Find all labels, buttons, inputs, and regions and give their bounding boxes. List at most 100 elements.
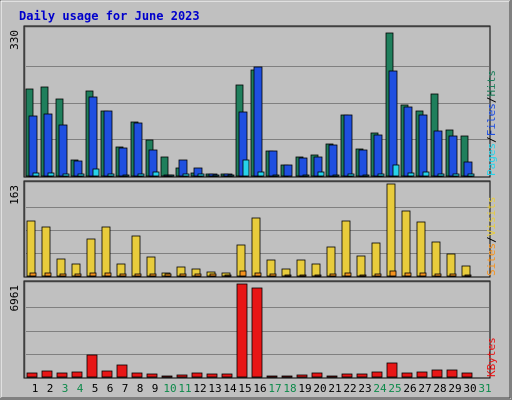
bar-pages-day-16 <box>257 171 265 177</box>
x-tick-label-day-31: 31 <box>478 382 491 395</box>
chart-title: Daily usage for June 2023 <box>19 9 200 23</box>
bar-visits-day-3 <box>56 258 66 277</box>
bar-sites-day-4 <box>74 273 82 277</box>
panel-kbytes: 6961 KBytes <box>8 280 498 379</box>
bar-sites-day-28 <box>434 273 442 277</box>
bar-kbytes-day-1 <box>26 372 38 378</box>
max-label-kbytes: 6961 <box>8 285 21 312</box>
bar-files-day-17 <box>268 150 278 177</box>
bar-sites-day-3 <box>59 273 67 277</box>
bar-kbytes-day-3 <box>56 372 68 378</box>
bar-kbytes-day-6 <box>101 370 113 378</box>
bar-kbytes-day-16 <box>251 287 263 378</box>
bar-sites-day-13 <box>209 273 217 277</box>
bar-sites-day-16 <box>254 272 262 277</box>
bar-files-day-8 <box>133 122 143 177</box>
bar-kbytes-day-30 <box>461 372 473 378</box>
bar-files-day-27 <box>418 114 428 177</box>
bar-pages-day-21 <box>332 174 340 177</box>
bar-files-day-24 <box>373 134 383 177</box>
bar-pages-day-17 <box>272 174 280 177</box>
legend-entry: KBytes <box>485 337 498 377</box>
legend-entry: Sites <box>485 243 498 276</box>
x-tick-label-day-3: 3 <box>62 382 69 395</box>
x-tick-label-day-6: 6 <box>107 382 114 395</box>
bar-sites-day-23 <box>359 274 367 277</box>
bar-pages-day-29 <box>452 173 460 177</box>
bar-pages-day-2 <box>47 172 55 177</box>
legend-entry: / <box>485 97 498 104</box>
bar-visits-day-9 <box>146 256 156 277</box>
x-tick-label-day-28: 28 <box>433 382 446 395</box>
x-tick-label-day-12: 12 <box>193 382 206 395</box>
x-tick-label-day-7: 7 <box>122 382 129 395</box>
legend-kbytes: KBytes <box>485 337 498 377</box>
x-tick-label-day-20: 20 <box>313 382 326 395</box>
bar-sites-day-5 <box>89 272 97 277</box>
bar-pages-day-19 <box>302 174 310 177</box>
x-tick-label-day-24: 24 <box>373 382 387 395</box>
bar-kbytes-day-24 <box>371 371 383 378</box>
bar-kbytes-day-27 <box>416 371 428 378</box>
bar-files-day-3 <box>58 124 68 177</box>
bar-kbytes-day-11 <box>176 374 188 378</box>
bar-sites-day-25 <box>389 270 397 277</box>
bar-files-day-28 <box>433 130 443 177</box>
bar-kbytes-day-7 <box>116 364 128 378</box>
x-tick-label-day-2: 2 <box>47 382 54 395</box>
bar-pages-day-1 <box>32 172 40 177</box>
x-tick-label-day-27: 27 <box>418 382 431 395</box>
x-tick-label-day-19: 19 <box>298 382 311 395</box>
bar-kbytes-day-21 <box>326 375 338 378</box>
bar-visits-day-16 <box>251 217 261 277</box>
bar-sites-day-7 <box>119 273 127 277</box>
bar-sites-day-21 <box>329 273 337 277</box>
x-tick-label-day-29: 29 <box>448 382 461 395</box>
x-tick-label-day-10: 10 <box>163 382 176 395</box>
bar-files-day-29 <box>448 135 458 177</box>
bar-kbytes-day-25 <box>386 362 398 378</box>
bar-pages-day-12 <box>197 173 205 177</box>
bar-sites-day-26 <box>404 272 412 277</box>
bar-sites-day-15 <box>239 270 247 277</box>
bar-pages-day-28 <box>437 173 445 177</box>
bar-kbytes-day-14 <box>221 373 233 378</box>
bar-sites-day-19 <box>299 274 307 277</box>
bar-kbytes-day-9 <box>146 373 158 378</box>
bar-kbytes-day-19 <box>296 374 308 378</box>
bar-files-day-25 <box>388 70 398 177</box>
x-tick-label-day-16: 16 <box>253 382 266 395</box>
legend-entry: Pages <box>485 143 498 176</box>
bar-visits-day-27 <box>416 221 426 277</box>
x-tick-label-day-5: 5 <box>92 382 99 395</box>
bar-visits-day-5 <box>86 238 96 277</box>
bar-pages-day-27 <box>422 171 430 177</box>
bar-files-day-7 <box>118 147 128 177</box>
legend-entry: Files <box>485 103 498 136</box>
bar-files-day-19 <box>298 157 308 177</box>
bar-pages-day-20 <box>317 171 325 177</box>
x-tick-label-day-17: 17 <box>268 382 281 395</box>
x-tick-label-day-26: 26 <box>403 382 416 395</box>
x-tick-label-day-15: 15 <box>238 382 251 395</box>
x-tick-label-day-21: 21 <box>328 382 341 395</box>
bar-files-day-16 <box>253 66 263 177</box>
legend-visits: Sites/Visits <box>485 197 498 277</box>
bar-kbytes-day-5 <box>86 354 98 378</box>
bar-kbytes-day-22 <box>341 373 353 378</box>
x-tick-label-day-18: 18 <box>283 382 296 395</box>
bar-kbytes-day-2 <box>41 370 53 378</box>
bar-files-day-2 <box>43 113 53 177</box>
bar-visits-day-30 <box>461 265 471 277</box>
bar-files-day-22 <box>343 114 353 177</box>
bar-pages-day-30 <box>467 173 475 177</box>
bar-visits-day-25 <box>386 183 396 277</box>
bar-pages-day-15 <box>242 159 250 177</box>
bar-sites-day-24 <box>374 273 382 277</box>
bar-files-day-18 <box>283 164 293 177</box>
x-tick-label-day-4: 4 <box>77 382 84 395</box>
bar-pages-day-26 <box>407 172 415 177</box>
bar-pages-day-14 <box>227 174 235 177</box>
